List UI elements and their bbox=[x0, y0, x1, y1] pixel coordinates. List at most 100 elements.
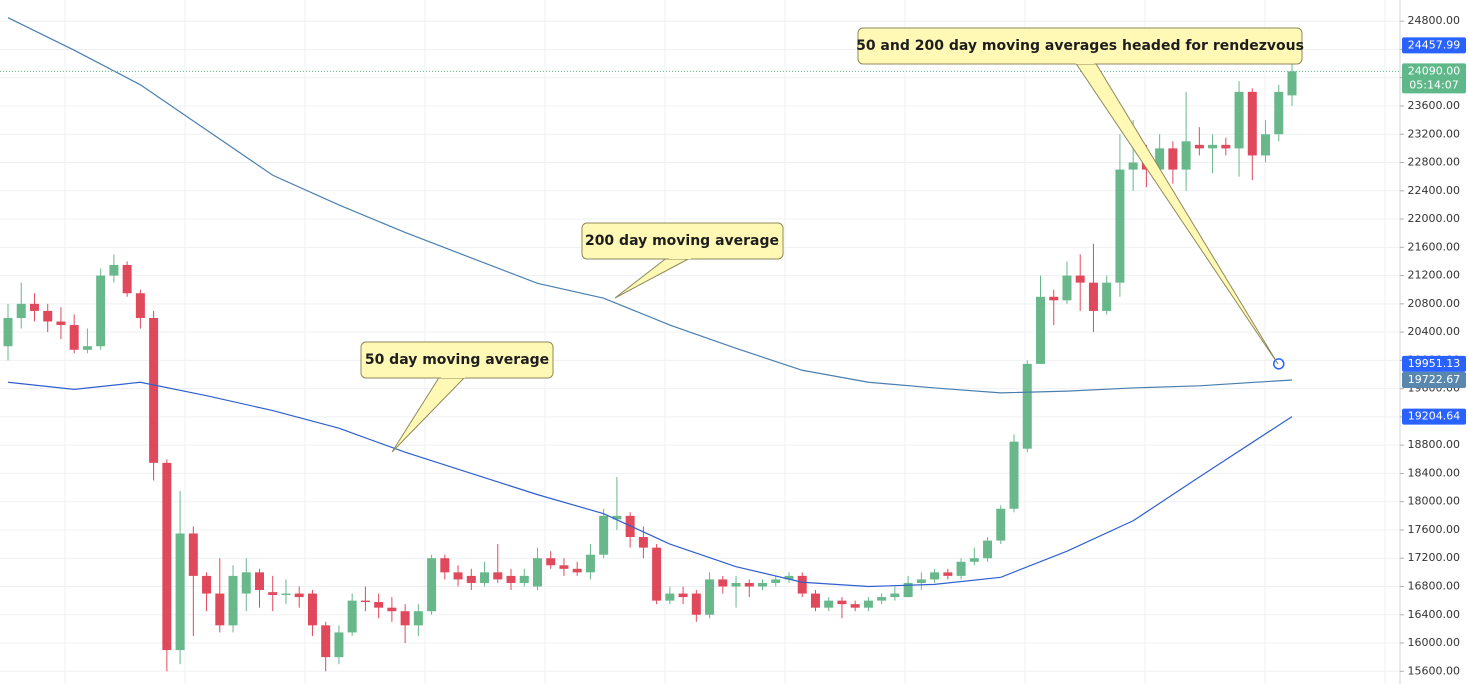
candle-body bbox=[334, 632, 344, 658]
y-tick-label: 18400.00 bbox=[1408, 466, 1461, 479]
candle-body bbox=[996, 508, 1006, 541]
candle-body bbox=[202, 575, 212, 594]
price-tag-label: 19722.67 bbox=[1408, 373, 1461, 386]
plot bbox=[0, 17, 1400, 672]
candle-body bbox=[758, 582, 768, 587]
candle-body bbox=[810, 593, 820, 608]
candle-body bbox=[321, 625, 331, 658]
candle-body bbox=[135, 293, 145, 318]
y-tick-label: 18000.00 bbox=[1408, 495, 1461, 508]
candle-body bbox=[691, 593, 701, 615]
candle-body bbox=[559, 565, 569, 569]
y-tick-label: 20400.00 bbox=[1408, 325, 1461, 338]
grid bbox=[0, 0, 1400, 684]
y-tick-label: 21600.00 bbox=[1408, 240, 1461, 253]
candle-body bbox=[916, 579, 926, 583]
candle-body bbox=[96, 275, 106, 347]
price-tag bbox=[1402, 371, 1466, 388]
candle-body bbox=[1181, 141, 1191, 170]
candle-body bbox=[797, 575, 807, 594]
candle-body bbox=[1208, 144, 1218, 149]
candle-body bbox=[162, 462, 172, 651]
candle-body bbox=[241, 572, 251, 594]
callout-pointer bbox=[391, 375, 468, 453]
candle-body bbox=[1261, 134, 1271, 156]
candle-body bbox=[43, 310, 53, 322]
y-tick-label: 20800.00 bbox=[1408, 297, 1461, 310]
candle-body bbox=[1009, 441, 1019, 509]
candle-body bbox=[1022, 363, 1032, 449]
candle-body bbox=[532, 558, 542, 587]
candle-body bbox=[943, 572, 953, 576]
candle-body bbox=[956, 561, 966, 576]
candle-body bbox=[824, 600, 834, 608]
y-tick-label: 22800.00 bbox=[1408, 156, 1461, 169]
candle-body bbox=[890, 593, 900, 598]
price-tag bbox=[1402, 408, 1466, 425]
candle-body bbox=[718, 579, 728, 587]
candle-body bbox=[1075, 275, 1085, 283]
candle-body bbox=[1128, 162, 1138, 170]
candle-body bbox=[69, 325, 79, 350]
price-tag bbox=[1402, 37, 1466, 54]
candle-body bbox=[863, 600, 873, 608]
candle-body bbox=[427, 558, 437, 612]
price-axis: 15600.00 16000.00 16400.00 16800.00 17200.00… bbox=[1400, 14, 1460, 677]
candle-body bbox=[1274, 91, 1284, 135]
candle-body bbox=[877, 597, 887, 601]
candle-body bbox=[1247, 91, 1257, 156]
candle-body bbox=[1155, 148, 1165, 170]
callout-pointer bbox=[614, 256, 693, 299]
price-tag-label: 24090.00 bbox=[1408, 64, 1461, 77]
candle-body bbox=[506, 575, 516, 583]
y-tick-label: 21200.00 bbox=[1408, 269, 1461, 282]
candle-body bbox=[665, 593, 675, 601]
candle-body bbox=[519, 575, 529, 583]
candle-body bbox=[731, 582, 741, 587]
candle-body bbox=[969, 558, 979, 562]
candle-body bbox=[1194, 144, 1204, 149]
candle-body bbox=[453, 572, 463, 580]
candle-body bbox=[585, 554, 595, 573]
y-tick-label: 16800.00 bbox=[1408, 579, 1461, 592]
candle-body bbox=[281, 593, 291, 595]
candle-body bbox=[387, 607, 397, 612]
y-tick-label: 16000.00 bbox=[1408, 636, 1461, 649]
candle-body bbox=[56, 321, 66, 326]
candle-body bbox=[1088, 282, 1098, 311]
annotations: 50 and 200 day moving averages headed fo… bbox=[360, 27, 1304, 453]
y-tick-label: 23200.00 bbox=[1408, 127, 1461, 140]
candle-body bbox=[837, 600, 847, 605]
candle-body bbox=[903, 582, 913, 598]
callout-pointer bbox=[1074, 61, 1279, 365]
candle-body bbox=[347, 600, 357, 633]
y-tick-label: 17600.00 bbox=[1408, 523, 1461, 536]
candle-body bbox=[1049, 296, 1059, 301]
candle-body bbox=[255, 572, 265, 591]
candle-body bbox=[1102, 282, 1112, 311]
candle-body bbox=[983, 540, 993, 559]
annotation-text: 200 day moving average bbox=[585, 233, 779, 249]
candle-body bbox=[493, 572, 503, 580]
y-tick-label: 23600.00 bbox=[1408, 99, 1461, 112]
price-tag-label: 19204.64 bbox=[1408, 410, 1461, 423]
candle-body bbox=[850, 604, 860, 608]
candle-body bbox=[784, 575, 794, 580]
candle-body bbox=[3, 317, 13, 347]
y-tick-label: 24800.00 bbox=[1408, 14, 1461, 27]
y-tick-label: 18800.00 bbox=[1408, 438, 1461, 451]
candle-body bbox=[188, 533, 198, 576]
candle-body bbox=[1234, 91, 1244, 149]
candle-body bbox=[705, 579, 715, 615]
moving-average-line bbox=[7, 381, 1293, 588]
candle-body bbox=[413, 611, 423, 626]
candle-body bbox=[771, 579, 781, 583]
y-tick-label: 15600.00 bbox=[1408, 664, 1461, 677]
price-tag bbox=[1402, 355, 1466, 372]
candle-body bbox=[109, 264, 119, 276]
candle-body bbox=[1062, 275, 1072, 301]
candle-body bbox=[572, 568, 582, 573]
candle-body bbox=[1221, 144, 1231, 149]
